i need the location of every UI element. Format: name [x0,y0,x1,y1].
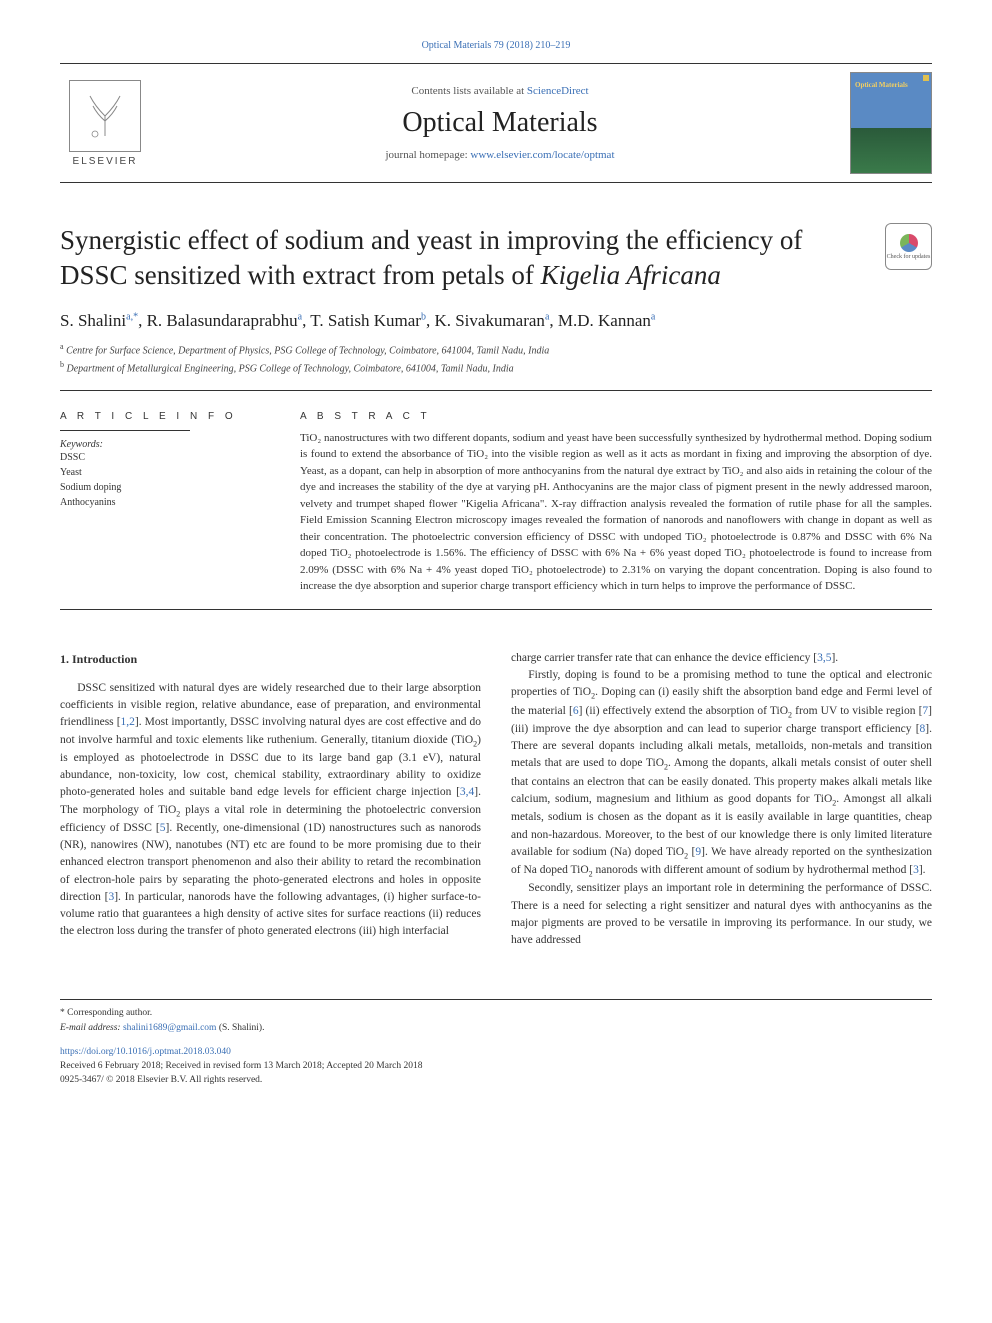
authors-line: S. Shalinia,*, R. Balasundaraprabhua, T.… [60,311,932,331]
intro-heading: 1. Introduction [60,650,481,668]
journal-name: Optical Materials [150,107,850,139]
abstract-heading: A B S T R A C T [300,411,932,422]
elsevier-label: ELSEVIER [73,156,138,167]
body-paragraph: charge carrier transfer rate that can en… [511,650,932,667]
check-for-updates-badge[interactable]: Check for updates [885,223,932,270]
doi-link[interactable]: https://doi.org/10.1016/j.optmat.2018.03… [60,1047,231,1057]
sciencedirect-link[interactable]: ScienceDirect [527,85,589,97]
body-paragraph: Firstly, doping is found to be a promisi… [511,667,932,880]
email-line: E-mail address: shalini1689@gmail.com (S… [60,1021,932,1035]
article-info-block: A R T I C L E I N F O Keywords: DSSCYeas… [60,411,260,595]
article-title: Synergistic effect of sodium and yeast i… [60,223,885,293]
abstract-text: TiO₂ nanostructures with two different d… [300,430,932,595]
abstract-block: A B S T R A C T TiO₂ nanostructures with… [300,411,932,595]
article-info-heading: A R T I C L E I N F O [60,411,260,422]
footer-block: * Corresponding author. E-mail address: … [60,999,932,1087]
body-paragraph: DSSC sensitized with natural dyes are wi… [60,680,481,941]
keywords-label: Keywords: [60,439,260,450]
homepage-prefix: journal homepage: [386,149,471,161]
affiliations: a Centre for Surface Science, Department… [60,341,932,376]
divider [60,609,932,610]
copyright-line: 0925-3467/ © 2018 Elsevier B.V. All righ… [60,1073,932,1087]
contents-available-line: Contents lists available at ScienceDirec… [150,85,850,97]
keywords-list: DSSCYeastSodium dopingAnthocyanins [60,450,260,510]
corresponding-author: * Corresponding author. [60,1006,932,1020]
body-column-left: 1. Introduction DSSC sensitized with nat… [60,650,481,950]
masthead: ELSEVIER Contents lists available at Sci… [60,63,932,183]
body-column-right: charge carrier transfer rate that can en… [511,650,932,950]
email-suffix: (S. Shalini). [216,1023,264,1033]
elsevier-tree-icon [69,80,141,152]
body-columns: 1. Introduction DSSC sensitized with nat… [60,650,932,950]
body-paragraph: Secondly, sensitizer plays an important … [511,880,932,949]
divider [60,390,932,391]
check-updates-icon [900,234,918,252]
check-updates-label: Check for updates [887,254,931,260]
journal-ref-link[interactable]: Optical Materials 79 (2018) 210–219 [60,40,932,51]
email-label: E-mail address: [60,1023,123,1033]
elsevier-logo: ELSEVIER [60,73,150,173]
homepage-line: journal homepage: www.elsevier.com/locat… [150,149,850,161]
cover-label: Optical Materials [855,81,908,89]
homepage-link[interactable]: www.elsevier.com/locate/optmat [470,149,614,161]
contents-prefix: Contents lists available at [411,85,526,97]
corresponding-email-link[interactable]: shalini1689@gmail.com [123,1023,216,1033]
journal-cover-thumbnail: Optical Materials [850,72,932,174]
received-line: Received 6 February 2018; Received in re… [60,1059,932,1073]
